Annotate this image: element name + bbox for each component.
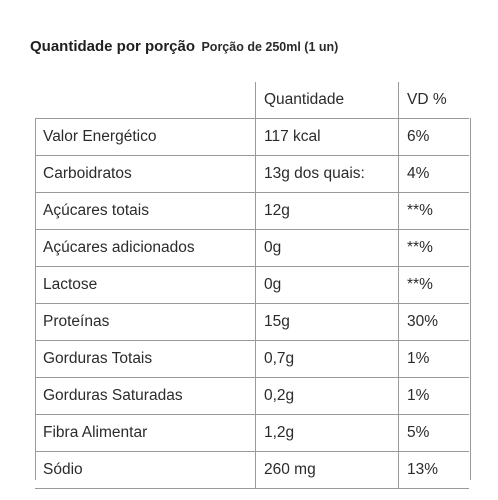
nutrient-amount: 12g: [255, 192, 399, 230]
nutrient-vd: 6%: [398, 118, 469, 156]
table-row: Carboidratos 13g dos quais: 4%: [35, 155, 469, 193]
nutrient-name: Açúcares totais: [35, 192, 256, 230]
nutrient-vd: **%: [398, 229, 469, 267]
nutrient-name: Valor Energético: [35, 118, 256, 156]
table-row: Gorduras Totais 0,7g 1%: [35, 340, 469, 378]
nutrient-vd: **%: [398, 266, 469, 304]
nutrition-header: Quantidade por porção Porção de 250ml (1…: [30, 38, 338, 56]
table-row: Lactose 0g **%: [35, 266, 469, 304]
nutrient-amount: 260 mg: [255, 451, 399, 489]
nutrient-amount: 0,7g: [255, 340, 399, 378]
nutrient-name: Lactose: [35, 266, 256, 304]
nutrient-name: Proteínas: [35, 303, 256, 341]
table-row: Valor Energético 117 kcal 6%: [35, 118, 469, 156]
column-header-nutrient: [35, 82, 256, 119]
nutrient-name: Açúcares adicionados: [35, 229, 256, 267]
nutrition-table: Quantidade VD % Valor Energético 117 kca…: [35, 82, 469, 489]
nutrient-vd: 4%: [398, 155, 469, 193]
nutrient-vd: 13%: [398, 451, 469, 489]
table-row: Fibra Alimentar 1,2g 5%: [35, 414, 469, 452]
serving-size: Porção de 250ml (1 un): [201, 40, 339, 54]
table-row: Gorduras Saturadas 0,2g 1%: [35, 377, 469, 415]
nutrient-name: Carboidratos: [35, 155, 256, 193]
header-title: Quantidade por porção: [30, 38, 196, 55]
table-row: Proteínas 15g 30%: [35, 303, 469, 341]
table-header-row: Quantidade VD %: [35, 82, 469, 119]
nutrient-vd: 1%: [398, 340, 469, 378]
nutrient-name: Fibra Alimentar: [35, 414, 256, 452]
nutrient-amount: 0g: [255, 229, 399, 267]
nutrient-amount: 13g dos quais:: [255, 155, 399, 193]
nutrient-amount: 0,2g: [255, 377, 399, 415]
column-header-vd: VD %: [398, 82, 469, 119]
nutrient-vd: 5%: [398, 414, 469, 452]
table-row: Açúcares totais 12g **%: [35, 192, 469, 230]
nutrient-name: Sódio: [35, 451, 256, 489]
nutrient-amount: 1,2g: [255, 414, 399, 452]
nutrient-amount: 117 kcal: [255, 118, 399, 156]
column-header-amount: Quantidade: [255, 82, 399, 119]
nutrient-vd: 30%: [398, 303, 469, 341]
nutrient-name: Gorduras Saturadas: [35, 377, 256, 415]
nutrient-amount: 15g: [255, 303, 399, 341]
nutrient-vd: **%: [398, 192, 469, 230]
nutrient-name: Gorduras Totais: [35, 340, 256, 378]
table-row: Açúcares adicionados 0g **%: [35, 229, 469, 267]
table-row: Sódio 260 mg 13%: [35, 451, 469, 489]
nutrient-vd: 1%: [398, 377, 469, 415]
nutrient-amount: 0g: [255, 266, 399, 304]
